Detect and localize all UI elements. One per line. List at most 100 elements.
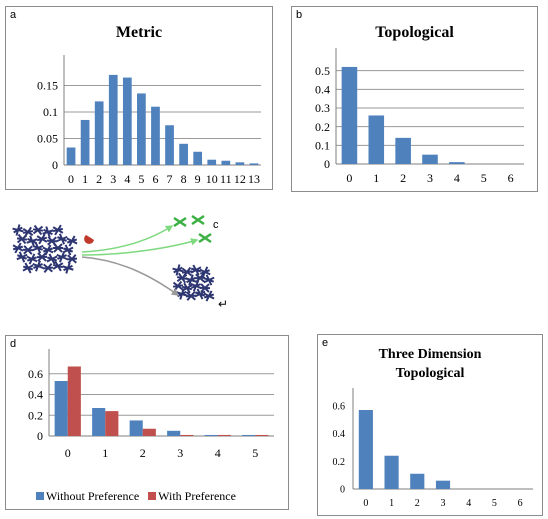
bar [235,162,245,165]
y-tick-label: 0 [52,158,58,172]
x-tick-label: 2 [96,172,102,186]
legend-label-with: With Preference [158,489,236,503]
bird-icon [56,251,68,263]
bar [180,434,194,436]
x-tick-label: 3 [441,498,446,509]
x-tick-label: 6 [518,498,523,509]
x-tick-label: 5 [481,171,487,185]
bird-icon [176,288,188,300]
bar [193,151,203,165]
bird-icon [203,274,215,286]
bar [384,455,399,489]
bar [167,430,181,436]
x-tick-label: 1 [373,171,379,185]
bird-icon [172,280,184,292]
bird-icon [42,263,54,273]
bird-icon [22,262,34,274]
x-tick-label: 4 [215,446,221,460]
legend-swatch-red [148,492,157,500]
panel-e-letter: e [322,337,329,349]
x-tick-label: 8 [181,172,187,186]
panel-a-title: Metric [115,24,163,41]
bar [151,106,160,165]
arrow-green-upper [81,225,174,253]
x-tick-label: 4 [454,171,460,185]
x-tick-label: 0 [68,172,74,186]
x-tick-label: 6 [508,171,514,185]
y-tick-label: 0.6 [333,401,346,412]
panel-c-letter: c [213,219,219,231]
bird-icon [26,235,38,247]
bird-icon [53,243,63,253]
bird-icon [26,253,38,265]
bird-icon [32,242,44,254]
y-tick-label: 0.6 [28,367,43,381]
bar [142,428,156,436]
bar [255,434,269,436]
panel-b-letter: b [296,9,303,21]
bird-icon [194,288,206,300]
bird-icon [190,264,202,276]
bird-green-1-icon [173,216,187,228]
bird-icon [181,266,193,278]
x-tick-label: 1 [389,498,394,509]
x-tick-label: 5 [138,172,144,186]
flock-left [12,224,78,274]
bar [105,411,119,436]
bar [137,93,146,165]
bird-icon [16,251,28,263]
bar [217,434,231,436]
x-tick-label: 0 [346,171,352,185]
x-tick-label: 5 [492,498,497,509]
bar [204,434,218,436]
chart-e: 0 0.2 0.4 0.6 0 1 2 3 4 5 6 [333,388,533,509]
bird-icon [52,260,64,272]
bar [368,115,385,164]
bird-icon [52,224,64,236]
x-tick-label: 0 [363,498,368,509]
bird-icon [32,224,44,236]
bird-icon [172,264,184,276]
x-tick-label: 1 [102,446,108,460]
y-tick-label: 0.05 [37,132,58,146]
y-tick-label: 0 [324,157,330,171]
bar [94,101,104,165]
bar [66,147,76,165]
bird-icon [12,242,24,254]
y-tick-label: 0.5 [315,64,330,78]
x-tick-label: 7 [167,172,173,186]
bird-icon [66,235,78,247]
bird-icon [203,290,215,302]
bird-icon [62,244,74,256]
bird-icon [16,233,28,245]
x-tick-label: 3 [427,171,433,185]
arrow-green-lower [81,238,199,256]
x-tick-label: 4 [466,498,471,509]
panel-b: b Topological 0 0.1 0.2 0.3 0.4 0.5 0 1 2 3 4 5 6 [291,6,538,192]
bird-icon [199,266,211,278]
bird-icon [194,273,206,283]
y-tick-label: 0 [37,429,43,443]
chart-a: 00.050.10.150 1 2 3 4 5 6 7 8 9 10 11 12 13 [37,55,261,186]
y-tick-label: 0.4 [333,429,346,440]
bar [435,480,451,489]
y-tick-label: 0.4 [315,83,330,97]
bird-icon [22,245,34,255]
panel-e-title-line2: Topological [395,366,465,381]
flock-right [172,264,215,302]
bird-green-2-icon [191,214,205,226]
panel-d: d 0 0.2 0.4 0.6 0 1 2 3 4 5 Without Preference Wi… [5,335,289,510]
bird-icon [199,283,211,293]
bird-icon [32,260,44,272]
y-tick-label: 0.2 [315,120,330,134]
bird-icon [36,252,48,262]
y-tick-label: 0.1 [43,105,58,119]
bird-icon [46,236,58,246]
bar [54,381,68,436]
x-tick-label: 3 [177,446,183,460]
bird-icon [42,244,54,256]
bar [449,162,465,164]
panel-e-title-line1: Three Dimension [378,347,482,362]
bar [122,77,132,165]
bar [92,407,106,436]
